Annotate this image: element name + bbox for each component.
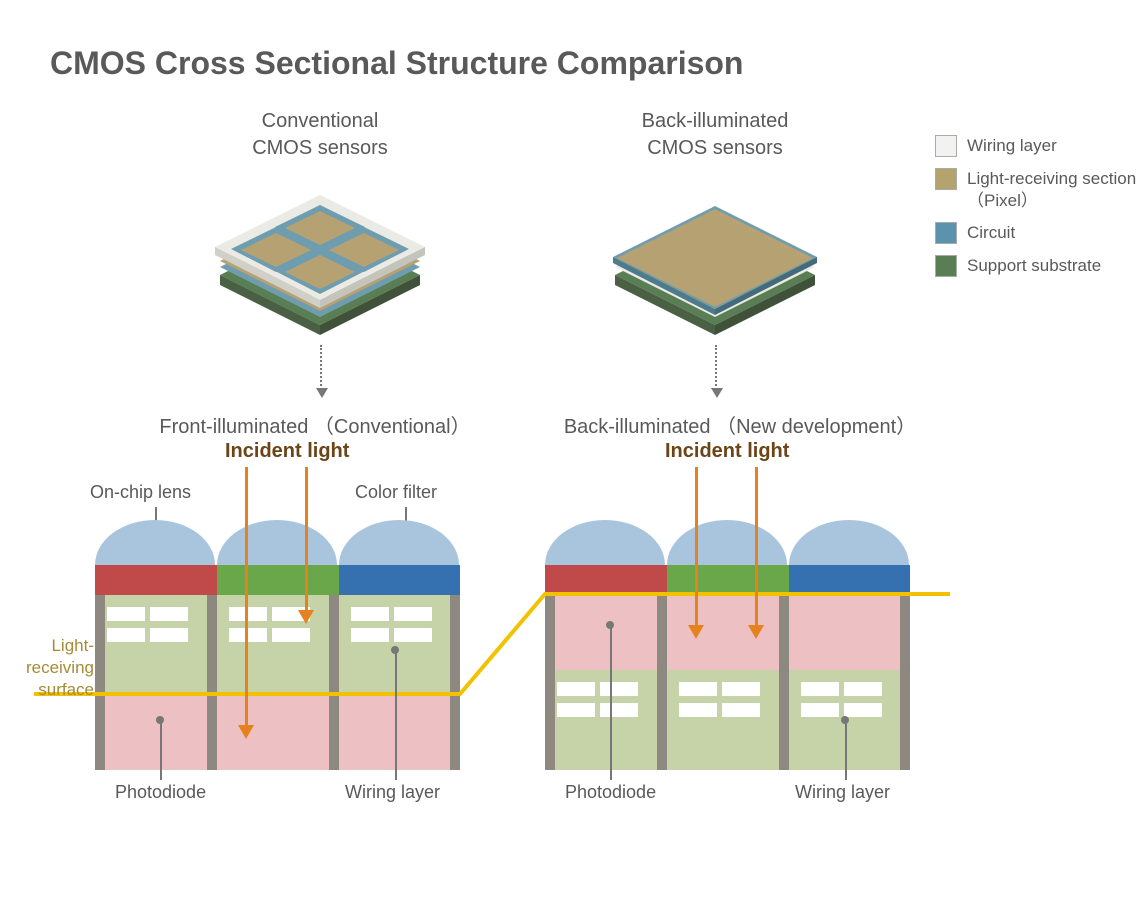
legend-substrate: Support substrate (935, 255, 1101, 277)
conventional-label: Conventional CMOS sensors (200, 108, 440, 162)
cross-section-front (95, 520, 460, 790)
arrow-right-down (715, 345, 717, 390)
wiring-right-dot (841, 716, 849, 724)
arrow-left-down (320, 345, 322, 390)
legend-circuit: Circuit (935, 222, 1015, 244)
photodiode-left-dot (156, 716, 164, 724)
back-illuminated-label: Back-illuminated CMOS sensors (585, 108, 845, 162)
page-title: CMOS Cross Sectional Structure Compariso… (50, 45, 743, 82)
incident-arrow-right-2-head (748, 625, 764, 639)
incident-arrow-right-2 (755, 467, 758, 627)
incident-arrow-right-1 (695, 467, 698, 627)
incident-arrow-left-2-head (298, 610, 314, 624)
wiring-left-label: Wiring layer (345, 782, 440, 803)
cross-section-back (545, 520, 910, 790)
photodiode-right-label: Photodiode (565, 782, 656, 803)
incident-arrow-right-1-head (688, 625, 704, 639)
legend-wiring: Wiring layer (935, 135, 1057, 157)
legend-pixel: Light-receiving section （Pixel） (935, 168, 1137, 212)
incident-arrow-left-2 (305, 467, 308, 612)
photodiode-left-line (160, 720, 162, 780)
photodiode-left-label: Photodiode (115, 782, 206, 803)
light-receiving-surface-label: Light- receiving surface (4, 635, 94, 701)
incident-right: Incident light (665, 440, 789, 463)
back-illuminated-mid-label: Back-illuminated （New development） (530, 410, 950, 439)
wiring-right-label: Wiring layer (795, 782, 890, 803)
photodiode-right-line (610, 625, 612, 780)
incident-left: Incident light (225, 440, 349, 463)
front-illuminated-label: Front-illuminated （Conventional） (115, 410, 515, 439)
incident-arrow-left-1 (245, 467, 248, 727)
wiring-left-dot (391, 646, 399, 654)
color-filter-label: Color filter (355, 482, 437, 503)
wiring-left-line (395, 650, 397, 780)
wiring-right-line (845, 720, 847, 780)
on-chip-lens-label: On-chip lens (90, 482, 191, 503)
photodiode-right-dot (606, 621, 614, 629)
incident-arrow-left-1-head (238, 725, 254, 739)
